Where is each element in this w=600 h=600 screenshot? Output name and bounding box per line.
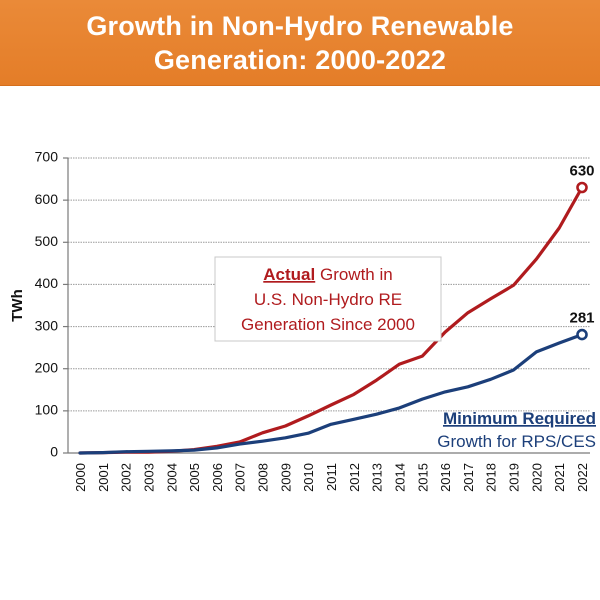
x-tick-label: 2003 bbox=[141, 463, 156, 492]
x-tick-label: 2004 bbox=[164, 463, 179, 492]
x-tick-label: 2002 bbox=[119, 463, 134, 492]
x-tick-label: 2013 bbox=[370, 463, 385, 492]
x-tick-label: 2009 bbox=[278, 463, 293, 492]
y-tick-label: 300 bbox=[35, 317, 59, 333]
annotation-actual-bold: Actual bbox=[263, 265, 315, 284]
x-tick-label: 2008 bbox=[256, 463, 271, 492]
series-end-marker-1 bbox=[576, 328, 588, 341]
y-tick-labels: 0 100 200 300 400 500 600 700 bbox=[35, 149, 59, 460]
x-tick-label: 2019 bbox=[507, 463, 522, 492]
x-tick-label: 2021 bbox=[552, 463, 567, 492]
x-tick-label: 2020 bbox=[529, 463, 544, 492]
annotation-minimum-line1: Minimum Required bbox=[443, 409, 596, 428]
y-tick-label: 0 bbox=[50, 444, 58, 460]
y-tick-label: 700 bbox=[35, 149, 59, 165]
annotation-minimum: Minimum Required Growth for RPS/CES bbox=[437, 409, 596, 451]
y-tick-label: 500 bbox=[35, 233, 59, 249]
series-end-marker-0 bbox=[576, 181, 588, 194]
series-lines: 630 281 bbox=[78, 163, 595, 455]
x-tick-label: 2018 bbox=[484, 463, 499, 492]
series-end-label-0: 630 bbox=[569, 163, 594, 180]
x-tick-label: 2014 bbox=[392, 463, 407, 492]
y-axis-label: TWh bbox=[9, 289, 26, 321]
x-tick-label: 2001 bbox=[96, 463, 111, 492]
annotation-minimum-line2: Growth for RPS/CES bbox=[437, 432, 596, 451]
x-tick-label: 2007 bbox=[233, 463, 248, 492]
annotation-actual-text: Growth in bbox=[320, 265, 393, 284]
x-tick-label: 2006 bbox=[210, 463, 225, 492]
title-banner: Growth in Non-Hydro Renewable Generation… bbox=[0, 0, 600, 86]
x-tick-label: 2011 bbox=[324, 463, 339, 491]
annotation-actual-line3: Generation Since 2000 bbox=[241, 315, 415, 334]
x-tick-label: 2022 bbox=[575, 463, 590, 492]
x-tick-label: 2017 bbox=[461, 463, 476, 492]
x-tick-label: 2000 bbox=[73, 463, 88, 492]
annotation-actual-line1: Actual Growth in bbox=[263, 265, 392, 284]
y-tick-label: 100 bbox=[35, 402, 59, 418]
annotation-actual-box bbox=[214, 256, 442, 342]
x-tick-label: 2012 bbox=[347, 463, 362, 492]
x-tick-label: 2015 bbox=[415, 463, 430, 492]
x-tick-label: 2005 bbox=[187, 463, 202, 492]
y-tick-label: 600 bbox=[35, 191, 59, 207]
y-tick-label: 400 bbox=[35, 275, 59, 291]
series-line-1 bbox=[78, 333, 584, 455]
y-tick-label: 200 bbox=[35, 359, 59, 375]
x-tick-label: 2016 bbox=[438, 463, 453, 492]
series-end-label-1: 281 bbox=[569, 310, 594, 327]
chart-title: Growth in Non-Hydro Renewable Generation… bbox=[86, 10, 514, 75]
annotation-actual: Actual Growth in U.S. Non-Hydro RE Gener… bbox=[214, 256, 442, 342]
annotation-actual-line2: U.S. Non-Hydro RE bbox=[254, 290, 402, 309]
x-tick-labels: 2000 2001 2002 2003 2004 2005 2006 2007 2008 2009… bbox=[73, 463, 590, 492]
x-tick-label: 2010 bbox=[301, 463, 316, 492]
annotation-minimum-bold: Minimum Required bbox=[443, 409, 596, 428]
